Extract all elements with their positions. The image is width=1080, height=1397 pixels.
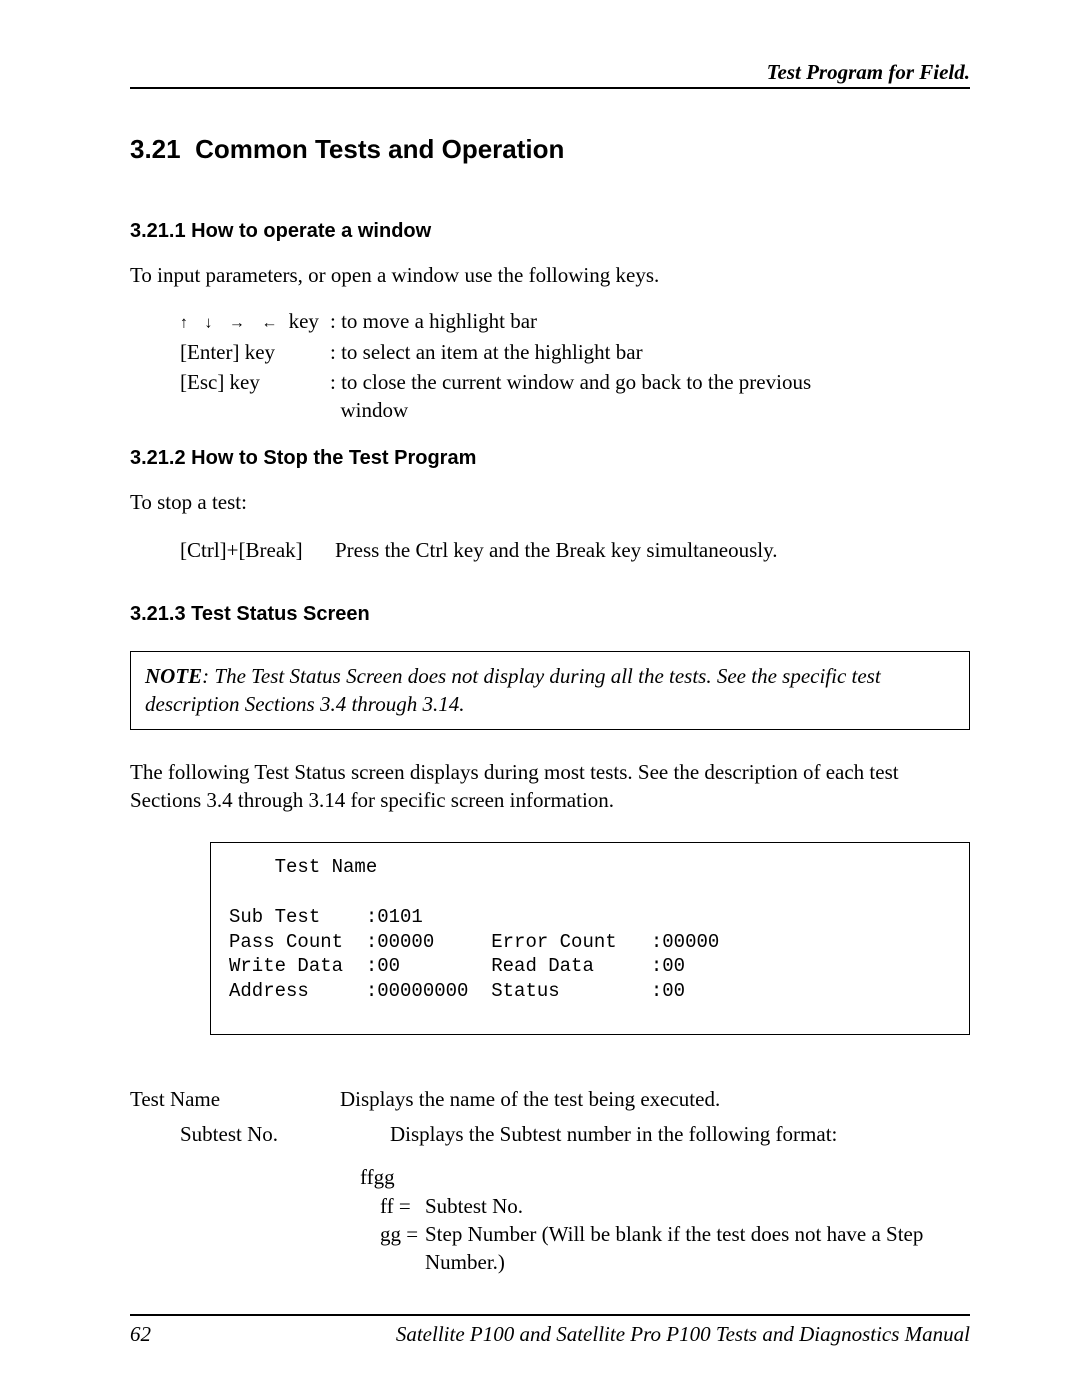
subsection-1-title: 3.21.1 How to operate a window [130,220,970,243]
key-row-arrows: ↑ ↓ → ← key : to move a highlight bar [180,307,970,335]
def-row-subtest: Subtest No. Displays the Subtest number … [130,1120,970,1149]
gg-desc: Step Number (Will be blank if the test d… [425,1220,970,1277]
arrows-key-label: ↑ ↓ → ← key [180,307,330,335]
test-status-screen-box: Test Name Sub Test :0101 Pass Count :000… [210,842,970,1034]
subsection-3-heading: Test Status Screen [191,603,370,625]
sub3-intro: The following Test Status screen display… [130,758,970,815]
subsection-1-heading: How to operate a window [191,220,431,242]
testname-label: Test Name [130,1085,340,1114]
subsection-3-title: 3.21.3 Test Status Screen [130,603,970,626]
page-footer: 62 Satellite P100 and Satellite Pro P100… [130,1314,970,1347]
page-header: Test Program for Field. [130,60,970,89]
key-row-esc: [Esc] key : to close the current window … [180,368,970,425]
esc-desc-line1: : to close the current window and go bac… [330,370,811,394]
arrow-icons: ↑ ↓ → ← [180,315,283,332]
subsection-2-number: 3.21.2 [130,447,186,469]
ffgg-sub: ff = Subtest No. gg = Step Number (Will … [380,1192,970,1277]
sub2-intro: To stop a test: [130,488,970,516]
subsection-2-heading: How to Stop the Test Program [191,447,476,469]
note-text: : The Test Status Screen does not displa… [145,664,881,716]
enter-desc: : to select an item at the highlight bar [330,338,970,366]
definitions-table: Test Name Displays the name of the test … [130,1085,970,1150]
subtest-desc: Displays the Subtest number in the follo… [390,1120,970,1149]
ff-key: ff = [380,1192,425,1220]
note-box: NOTE: The Test Status Screen does not di… [130,651,970,730]
esc-key-label: [Esc] key [180,368,330,425]
esc-desc: : to close the current window and go bac… [330,368,970,425]
ff-def: ff = Subtest No. [380,1192,970,1220]
key-table: ↑ ↓ → ← key : to move a highlight bar [E… [180,307,970,424]
footer-title: Satellite P100 and Satellite Pro P100 Te… [396,1322,970,1347]
def-row-testname: Test Name Displays the name of the test … [130,1085,970,1114]
section-heading: Common Tests and Operation [195,134,564,164]
key-row-enter: [Enter] key : to select an item at the h… [180,338,970,366]
testname-desc: Displays the name of the test being exec… [340,1085,970,1114]
ffgg-label: ffgg [360,1163,970,1191]
ctrl-break-desc: Press the Ctrl key and the Break key sim… [335,538,777,563]
gg-def: gg = Step Number (Will be blank if the t… [380,1220,970,1277]
subtest-label: Subtest No. [130,1120,390,1149]
ctrl-break-row: [Ctrl]+[Break] Press the Ctrl key and th… [180,538,970,563]
arrows-key-text: key [289,309,319,333]
document-page: Test Program for Field. 3.21 Common Test… [0,0,1080,1397]
ff-desc: Subtest No. [425,1192,523,1220]
gg-key: gg = [380,1220,425,1277]
sub1-intro: To input parameters, or open a window us… [130,261,970,289]
section-number: 3.21 [130,134,181,164]
enter-key-label: [Enter] key [180,338,330,366]
esc-desc-line2: window [330,398,408,422]
subsection-3-number: 3.21.3 [130,603,186,625]
subsection-2-title: 3.21.2 How to Stop the Test Program [130,447,970,470]
note-label: NOTE [145,664,202,688]
header-title: Test Program for Field. [767,60,970,84]
ctrl-break-label: [Ctrl]+[Break] [180,538,335,563]
page-number: 62 [130,1322,151,1347]
arrows-desc: : to move a highlight bar [330,307,970,335]
subsection-1-number: 3.21.1 [130,220,186,242]
ffgg-block: ffgg ff = Subtest No. gg = Step Number (… [360,1163,970,1276]
section-title: 3.21 Common Tests and Operation [130,134,970,165]
